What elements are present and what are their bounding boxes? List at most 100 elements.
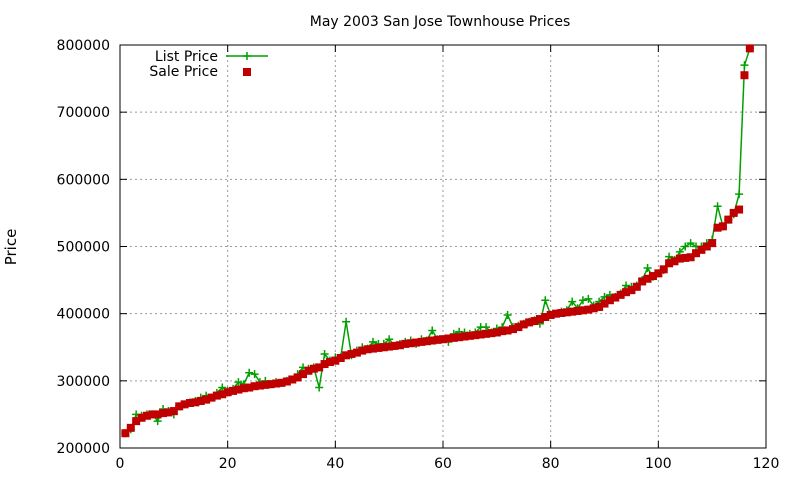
sale-price-point — [417, 337, 426, 346]
sale-price-point — [175, 402, 184, 411]
sale-price-point — [740, 71, 749, 80]
sale-price-point — [697, 245, 706, 254]
sale-price-point — [648, 272, 657, 281]
sale-price-point — [288, 375, 297, 384]
sale-price-point — [643, 274, 652, 283]
sale-price-point — [293, 373, 302, 382]
sale-price-point — [363, 345, 372, 354]
sale-price-point — [202, 395, 211, 404]
sale-price-point — [681, 253, 690, 262]
legend-label-sale-price: Sale Price — [149, 64, 218, 80]
axis-ticks: 0 20 40 60 80 100 120 200000 300000 400000 500000 6… — [57, 38, 780, 472]
y-tick-label: 500000 — [57, 240, 110, 256]
list-price-point — [681, 242, 690, 251]
sale-price-point — [159, 409, 168, 418]
sale-price-point — [401, 339, 410, 348]
list-price-point — [482, 323, 491, 332]
list-price-point — [665, 252, 674, 261]
list-price-point — [643, 263, 652, 272]
sale-price-point — [369, 344, 378, 353]
sale-price-point — [395, 341, 404, 350]
sale-price-point — [304, 366, 313, 375]
sale-price-point — [245, 383, 254, 392]
sale-price-point — [455, 333, 464, 342]
sale-price-point — [390, 341, 399, 350]
sale-price-point — [218, 390, 227, 399]
sale-price-point — [229, 386, 238, 395]
x-tick-label: 40 — [326, 456, 344, 472]
sale-price-point — [670, 257, 679, 266]
list-price-point — [320, 349, 329, 358]
sale-price-point — [336, 353, 345, 362]
y-tick-label: 700000 — [57, 105, 110, 121]
sale-price-point — [239, 384, 248, 393]
sale-price-point — [433, 335, 442, 344]
sale-price-point — [611, 293, 620, 302]
list-price-point — [541, 296, 550, 305]
list-price-point — [686, 239, 695, 248]
list-price-point — [735, 190, 744, 199]
sale-price-point — [315, 363, 324, 372]
sale-price-point — [465, 331, 474, 340]
sale-price-point — [282, 377, 291, 386]
sale-price-point — [686, 253, 695, 262]
sale-price-point — [675, 254, 684, 263]
legend-marker-sale-price — [243, 68, 251, 76]
chart-title: May 2003 San Jose Townhouse Prices — [310, 14, 571, 30]
list-price-point — [428, 326, 437, 335]
sale-price-point — [126, 423, 135, 432]
list-price-point — [584, 294, 593, 303]
sale-price-point — [638, 277, 647, 286]
sale-price-point — [358, 346, 367, 355]
sale-price-point — [266, 380, 275, 389]
sale-price-point — [471, 331, 480, 340]
list-price-point — [568, 297, 577, 306]
sale-price-point — [439, 335, 447, 344]
sale-price-point — [272, 379, 281, 388]
legend-label-list-price: List Price — [155, 49, 218, 65]
sale-price-point — [277, 378, 286, 387]
sale-price-point — [632, 282, 641, 291]
x-tick-label: 80 — [542, 456, 560, 472]
list-price-point — [234, 378, 243, 387]
sale-price-point — [622, 288, 631, 297]
list-price-point — [250, 370, 259, 379]
x-tick-label: 120 — [753, 456, 780, 472]
list-price-line — [124, 48, 751, 434]
list-price-point — [740, 61, 749, 70]
list-price-point — [713, 202, 722, 211]
list-price-point — [369, 337, 378, 346]
sale-price-point — [541, 313, 550, 322]
sale-price-point — [223, 388, 232, 397]
sale-price-point — [718, 222, 727, 231]
sale-price-point — [153, 410, 162, 419]
sale-price-point — [584, 305, 593, 314]
sale-price-point — [309, 364, 318, 373]
sale-price-point — [207, 393, 216, 402]
sale-price-point — [498, 327, 507, 336]
list-price-point — [153, 417, 162, 426]
sale-price-point — [713, 223, 722, 232]
sale-price-point — [482, 329, 491, 338]
sale-price-point — [627, 286, 636, 295]
grid-lines — [120, 45, 766, 448]
y-tick-label: 800000 — [57, 38, 110, 54]
sale-price-point — [428, 336, 437, 345]
legend-marker-list-price — [243, 52, 251, 60]
list-price-point — [578, 296, 587, 305]
sale-price-point — [546, 311, 555, 320]
sale-price-point — [562, 308, 571, 317]
sale-price-point — [142, 411, 151, 420]
x-tick-label: 20 — [219, 456, 237, 472]
sale-price-point — [169, 407, 178, 416]
sale-price-point — [600, 299, 609, 308]
sale-price-point — [137, 413, 146, 422]
list-price-point — [218, 383, 227, 392]
sale-price-point — [665, 259, 674, 268]
sale-price-point — [331, 356, 340, 365]
sale-price-point — [659, 265, 668, 274]
sale-price-point — [589, 304, 598, 313]
sale-price-point — [320, 360, 329, 369]
